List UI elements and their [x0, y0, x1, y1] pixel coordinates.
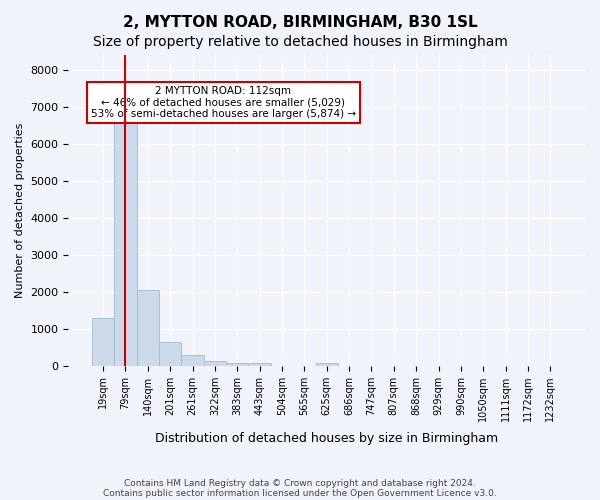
Bar	[204, 361, 226, 366]
Text: 2 MYTTON ROAD: 112sqm
← 46% of detached houses are smaller (5,029)
53% of semi-d: 2 MYTTON ROAD: 112sqm ← 46% of detached …	[91, 86, 356, 120]
Text: 2, MYTTON ROAD, BIRMINGHAM, B30 1SL: 2, MYTTON ROAD, BIRMINGHAM, B30 1SL	[122, 15, 478, 30]
Bar	[316, 362, 338, 366]
Bar	[114, 124, 137, 366]
Text: Contains public sector information licensed under the Open Government Licence v3: Contains public sector information licen…	[103, 488, 497, 498]
Bar	[159, 342, 181, 365]
Bar	[226, 362, 248, 366]
Text: Contains HM Land Registry data © Crown copyright and database right 2024.: Contains HM Land Registry data © Crown c…	[124, 478, 476, 488]
Bar	[181, 356, 204, 366]
Bar	[92, 318, 114, 366]
Text: Size of property relative to detached houses in Birmingham: Size of property relative to detached ho…	[92, 35, 508, 49]
X-axis label: Distribution of detached houses by size in Birmingham: Distribution of detached houses by size …	[155, 432, 498, 445]
Bar	[137, 290, 159, 366]
Y-axis label: Number of detached properties: Number of detached properties	[15, 122, 25, 298]
Bar	[248, 362, 271, 366]
